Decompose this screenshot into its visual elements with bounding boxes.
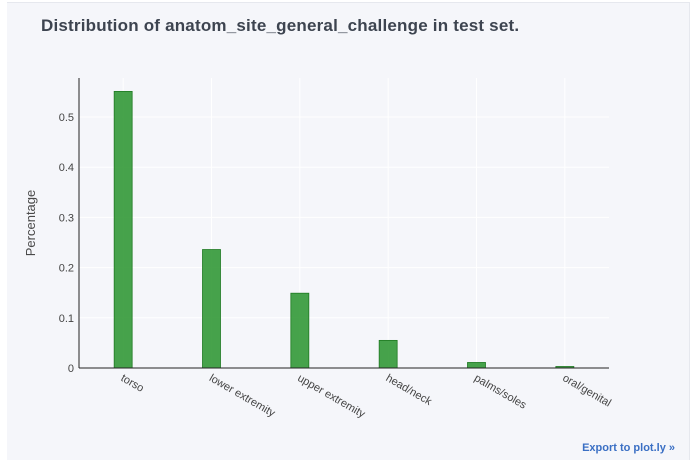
grid-lines [79, 78, 609, 368]
x-tick-label: upper extremity [295, 372, 367, 421]
y-axis-label: Percentage [23, 190, 38, 257]
export-to-plotly-link[interactable]: Export to plot.ly » [582, 442, 675, 454]
x-tick-label: oral/genital [560, 372, 613, 409]
y-tick-label: 0.4 [59, 162, 74, 174]
x-tick-labels: torso lower extremity upper extremity head/… [119, 372, 613, 421]
y-tick-labels: 0 0.1 0.2 0.3 0.4 0.5 [59, 112, 74, 375]
x-tick-label: head/neck [384, 372, 434, 408]
bar-upper-extremity[interactable] [290, 292, 310, 369]
bar-torso[interactable] [113, 90, 133, 369]
x-tick-label: palms/soles [472, 372, 529, 412]
bars-group [113, 90, 575, 369]
x-tick-label: lower extremity [207, 372, 277, 420]
y-tick-label: 0.2 [59, 263, 74, 275]
bar-head-neck[interactable] [378, 339, 398, 369]
axes [78, 78, 609, 369]
y-tick-label: 0.5 [59, 112, 74, 124]
y-tick-label: 0.1 [59, 313, 74, 325]
y-tick-label: 0.3 [59, 212, 74, 224]
chart-title: Distribution of anatom_site_general_chal… [41, 16, 520, 35]
bar-palms-soles[interactable] [467, 362, 486, 369]
bar-lower-extremity[interactable] [202, 249, 221, 369]
x-tick-label: torso [119, 372, 146, 395]
y-tick-label: 0 [68, 363, 74, 375]
